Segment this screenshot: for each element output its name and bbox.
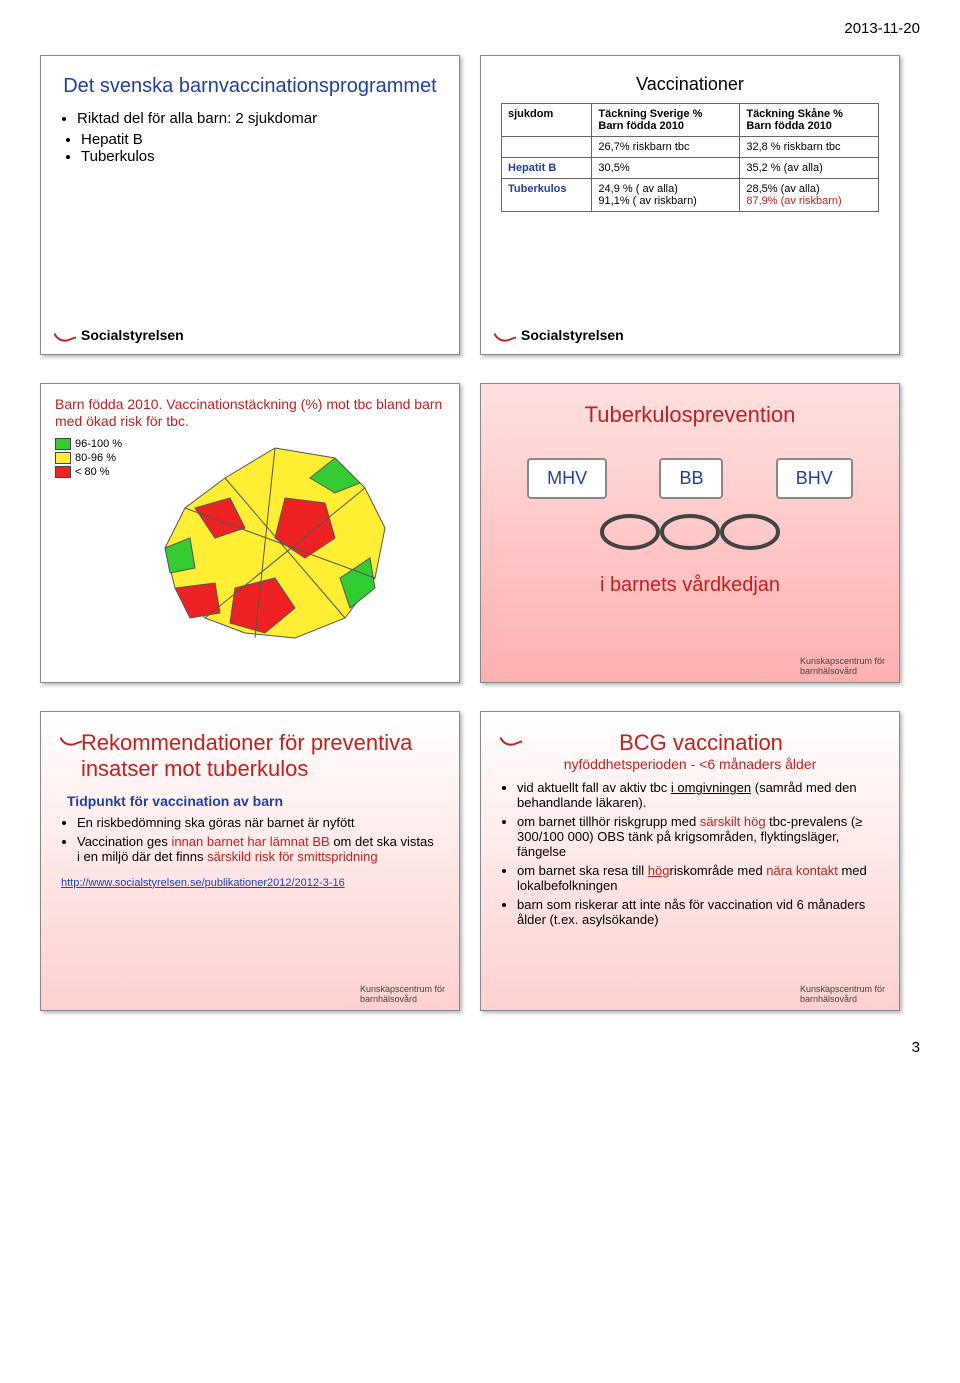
slide-program: Det svenska barnvaccinationsprogrammet R… (40, 55, 460, 355)
r3c3a: 28,5% (av alla) (746, 183, 819, 195)
legend-sq-c (55, 466, 71, 478)
cell-r1c3: 32,8 % riskbarn tbc (740, 137, 879, 158)
slide5-heading: Rekommendationer för preventiva insatser… (61, 730, 439, 783)
agency-text-1: Socialstyrelsen (81, 327, 184, 343)
agency-logo-icon (495, 326, 517, 344)
legend-row-a: 96-100 % (55, 438, 125, 450)
chain-drawing (501, 509, 879, 558)
cell-hepb: Hepatit B (502, 158, 592, 179)
r3c2a: 24,9 % ( av alla) (598, 183, 677, 195)
agency-label-2: Socialstyrelsen (495, 326, 624, 344)
slide1-sub1: Hepatit B (81, 131, 439, 148)
slide5-list: En riskbedömning ska göras när barnet är… (61, 815, 439, 864)
agency-label-1: Socialstyrelsen (55, 326, 184, 344)
vac-table: sjukdom Täckning Sverige % Barn födda 20… (501, 103, 879, 212)
map-legend: 96-100 % 80-96 % < 80 % (55, 438, 125, 658)
cell-empty (502, 137, 592, 158)
credit-5: Kunskapscentrum för barnhälsovård (360, 984, 445, 1004)
s6-li3c: riskområde med (669, 863, 766, 878)
slide5-title: Rekommendationer för preventiva insatser… (81, 730, 439, 783)
row-3: Rekommendationer för preventiva insatser… (40, 711, 920, 1011)
slide2-title: Vaccinationer (501, 74, 879, 95)
slide5-link[interactable]: http://www.socialstyrelsen.se/publikatio… (61, 877, 345, 889)
slide6-heading: BCG vaccination nyföddhetsperioden - <6 … (501, 730, 879, 772)
slide1-sub2: Tuberkulos (81, 148, 439, 165)
s6-li1: vid aktuellt fall av aktiv tbc i omgivni… (517, 780, 879, 810)
chain-box-bhv: BHV (776, 458, 853, 499)
s6-li4: barn som riskerar att inte nås för vacci… (517, 897, 879, 927)
slide-vac-table: Vaccinationer sjukdom Täckning Sverige %… (480, 55, 900, 355)
s5-li2b: innan barnet har lämnat BB (171, 834, 329, 849)
slide6-list: vid aktuellt fall av aktiv tbc i omgivni… (501, 780, 879, 927)
s5-li2a: Vaccination ges (77, 834, 171, 849)
slide3-title: Barn födda 2010. Vaccinationstäckning (%… (55, 396, 445, 430)
s5-li2d: särskild risk för smittspridning (207, 849, 378, 864)
page-number: 3 (40, 1039, 920, 1056)
slide-chain: Tuberkulosprevention MHV BB BHV i barnet… (480, 383, 900, 683)
slide4-title: Tuberkulosprevention (501, 402, 879, 428)
slide5-li2: Vaccination ges innan barnet har lämnat … (77, 834, 439, 864)
credit-6: Kunskapscentrum för barnhälsovård (800, 984, 885, 1004)
table-row: sjukdom Täckning Sverige % Barn födda 20… (502, 104, 879, 137)
skane-map-icon (135, 438, 425, 658)
chain-box-bb: BB (659, 458, 723, 499)
s6-li3a: om barnet ska resa till (517, 863, 648, 878)
slide5-sub: Tidpunkt för vaccination av barn (67, 793, 439, 809)
page-date: 2013-11-20 (40, 20, 920, 37)
cell-r3c3: 28,5% (av alla) 87,9% (av riskbarn) (740, 179, 879, 212)
s6-li3b: hög (648, 863, 670, 878)
chain-row: MHV BB BHV (501, 458, 879, 499)
table-row: Tuberkulos 24,9 % ( av alla) 91,1% ( av … (502, 179, 879, 212)
slide6-title: BCG vaccination (619, 730, 783, 755)
th-sjukdom: sjukdom (502, 104, 592, 137)
r3c2b: 91,1% ( av riskbarn) (598, 195, 696, 207)
th-skane: Täckning Skåne % Barn födda 2010 (740, 104, 879, 137)
legend-b: 80-96 % (75, 452, 116, 464)
map-holder: 96-100 % 80-96 % < 80 % (55, 438, 445, 658)
swoosh-icon (61, 730, 75, 748)
legend-sq-a (55, 438, 71, 450)
cell-r2c3: 35,2 % (av alla) (740, 158, 879, 179)
slide1-sublist: Hepatit B Tuberkulos (61, 131, 439, 165)
row-2: Barn födda 2010. Vaccinationstäckning (%… (40, 383, 920, 683)
s6-li1b: i omgivningen (671, 780, 751, 795)
table-row: Hepatit B 30,5% 35,2 % (av alla) (502, 158, 879, 179)
cell-tub: Tuberkulos (502, 179, 592, 212)
legend-row-b: 80-96 % (55, 452, 125, 464)
slide-rekomm: Rekommendationer för preventiva insatser… (40, 711, 460, 1011)
legend-sq-b (55, 452, 71, 464)
s6-li2b: särskilt hög (700, 814, 766, 829)
legend-c: < 80 % (75, 466, 110, 478)
cell-r1c2: 26,7% riskbarn tbc (592, 137, 740, 158)
cell-r2c2: 30,5% (592, 158, 740, 179)
legend-a: 96-100 % (75, 438, 122, 450)
th-sverige: Täckning Sverige % Barn födda 2010 (592, 104, 740, 137)
slide4-footer: i barnets vårdkedjan (501, 574, 879, 597)
chain-box-mhv: MHV (527, 458, 607, 499)
legend-row-c: < 80 % (55, 466, 125, 478)
slide1-title: Det svenska barnvaccinationsprogrammet (61, 74, 439, 98)
slide1-line1: Riktad del för alla barn: 2 sjukdomar (77, 110, 439, 127)
cell-r3c2: 24,9 % ( av alla) 91,1% ( av riskbarn) (592, 179, 740, 212)
s6-li3d: nära kontakt (766, 863, 838, 878)
s6-li2: om barnet tillhör riskgrupp med särskilt… (517, 814, 879, 859)
credit-4: Kunskapscentrum för barnhälsovård (800, 656, 885, 676)
slide-bcg: BCG vaccination nyföddhetsperioden - <6 … (480, 711, 900, 1011)
swoosh-icon (501, 730, 523, 748)
agency-logo-icon (55, 326, 77, 344)
s6-li3: om barnet ska resa till högriskområde me… (517, 863, 879, 893)
s6-li1a: vid aktuellt fall av aktiv tbc (517, 780, 671, 795)
row-1: Det svenska barnvaccinationsprogrammet R… (40, 55, 920, 355)
agency-text-2: Socialstyrelsen (521, 327, 624, 343)
slide1-list: Riktad del för alla barn: 2 sjukdomar (61, 110, 439, 127)
r3c3b: 87,9% (av riskbarn) (746, 195, 841, 207)
slide-map: Barn födda 2010. Vaccinationstäckning (%… (40, 383, 460, 683)
s6-li2a: om barnet tillhör riskgrupp med (517, 814, 700, 829)
chain-icon (590, 509, 790, 555)
table-row: 26,7% riskbarn tbc 32,8 % riskbarn tbc (502, 137, 879, 158)
slide6-subtitle: nyföddhetsperioden - <6 månaders ålder (564, 756, 817, 772)
slide5-li1: En riskbedömning ska göras när barnet är… (77, 815, 439, 830)
